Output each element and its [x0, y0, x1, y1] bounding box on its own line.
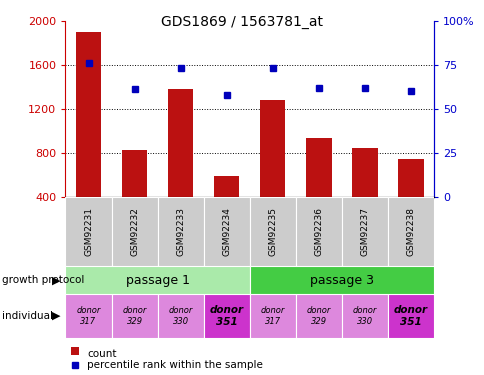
Text: donor
329: donor 329: [122, 306, 147, 326]
Bar: [387, 197, 433, 266]
Text: passage 3: passage 3: [309, 274, 373, 287]
Text: count: count: [87, 349, 117, 358]
Bar: [259, 100, 285, 197]
Text: GSM92231: GSM92231: [84, 207, 93, 256]
Text: growth protocol: growth protocol: [2, 275, 85, 285]
Bar: [167, 89, 193, 197]
Text: GSM92237: GSM92237: [360, 207, 369, 256]
Text: GSM92235: GSM92235: [268, 207, 277, 256]
Bar: [213, 176, 239, 197]
Text: donor
317: donor 317: [260, 306, 285, 326]
Bar: [203, 197, 249, 266]
Text: individual: individual: [2, 311, 53, 321]
Text: GDS1869 / 1563781_at: GDS1869 / 1563781_at: [161, 15, 323, 29]
Text: donor
330: donor 330: [352, 306, 377, 326]
Text: passage 1: passage 1: [125, 274, 189, 287]
Bar: [249, 266, 433, 294]
Text: GSM92238: GSM92238: [406, 207, 415, 256]
Bar: [305, 138, 331, 197]
Text: donor
351: donor 351: [393, 305, 427, 327]
Text: GSM92236: GSM92236: [314, 207, 323, 256]
Bar: [157, 294, 203, 338]
Bar: [111, 197, 157, 266]
Bar: [76, 32, 101, 197]
Text: GSM92232: GSM92232: [130, 207, 139, 256]
Bar: [295, 294, 341, 338]
Bar: [351, 148, 377, 197]
Text: donor
317: donor 317: [76, 306, 101, 326]
Bar: [65, 197, 111, 266]
Bar: [65, 294, 111, 338]
Bar: [341, 294, 387, 338]
Bar: [157, 197, 203, 266]
Text: donor
351: donor 351: [209, 305, 243, 327]
Text: donor
330: donor 330: [168, 306, 193, 326]
Bar: [121, 150, 147, 197]
Bar: [249, 197, 295, 266]
Bar: [295, 197, 341, 266]
Bar: [203, 294, 249, 338]
Text: ▶: ▶: [52, 311, 60, 321]
Bar: [341, 197, 387, 266]
Text: GSM92233: GSM92233: [176, 207, 185, 256]
Text: percentile rank within the sample: percentile rank within the sample: [87, 360, 263, 370]
Bar: [111, 294, 157, 338]
Bar: [249, 294, 295, 338]
Bar: [71, 347, 79, 355]
Bar: [65, 266, 249, 294]
Text: donor
329: donor 329: [306, 306, 331, 326]
Bar: [387, 294, 433, 338]
Text: ▶: ▶: [52, 275, 60, 285]
Text: GSM92234: GSM92234: [222, 207, 231, 256]
Bar: [397, 159, 423, 197]
